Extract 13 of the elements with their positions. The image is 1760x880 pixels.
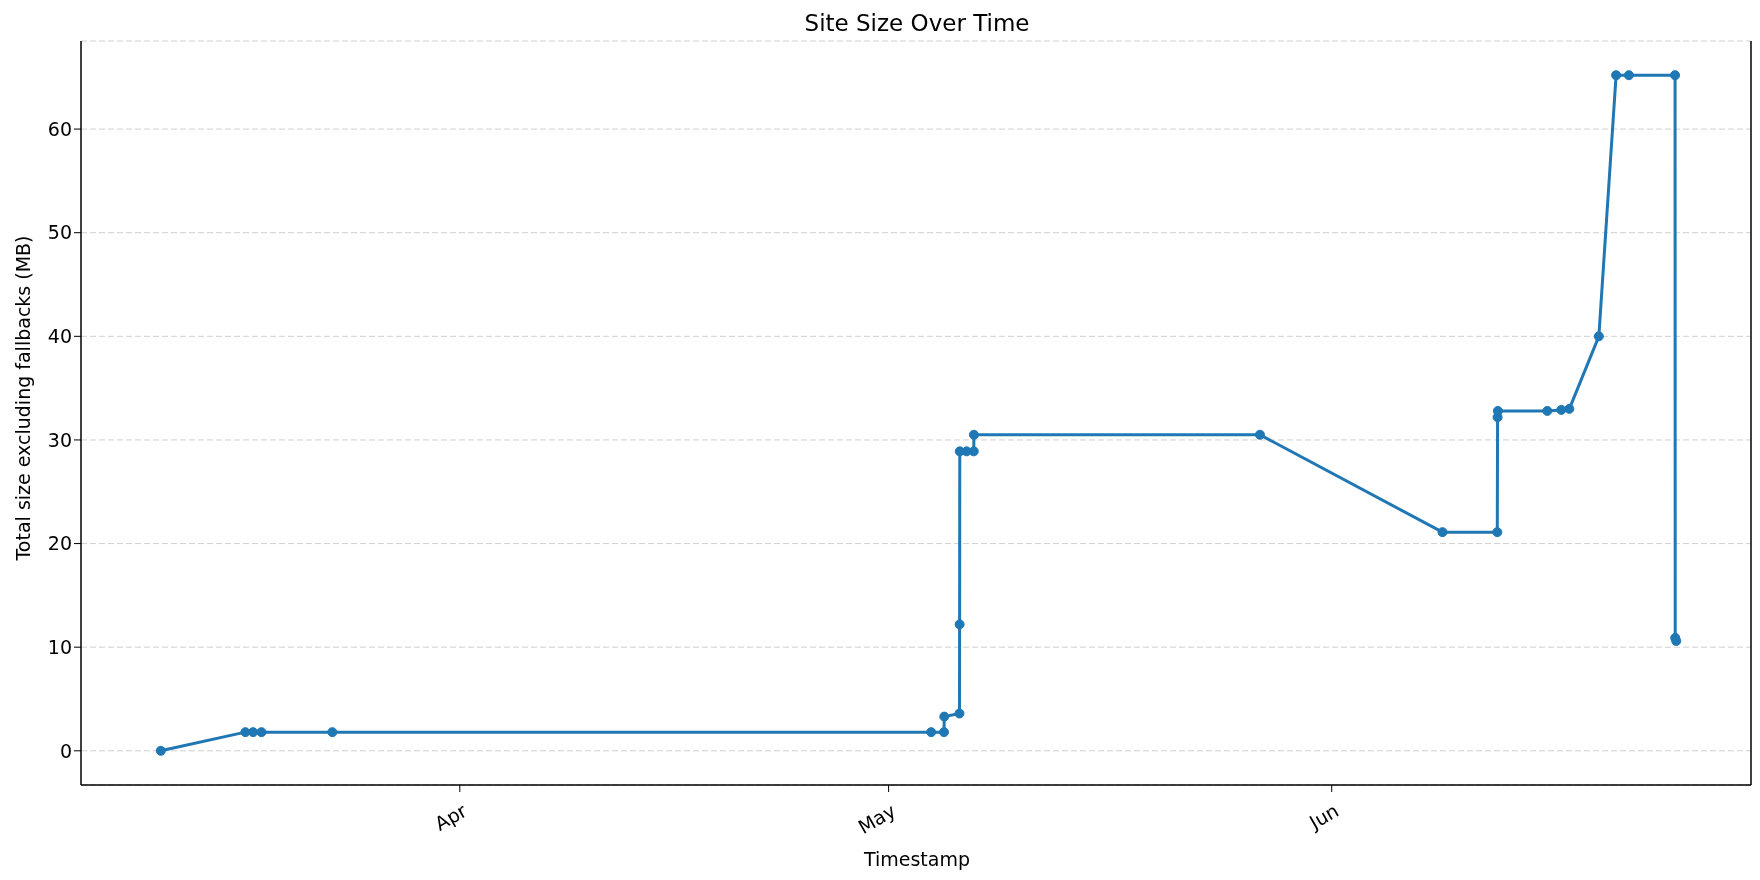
x-axis-title: Timestamp	[862, 848, 972, 870]
y-tick-label: 20	[47, 532, 72, 555]
y-axis-title: Total size excluding fallbacks (MB)	[12, 235, 35, 561]
chart-title: Site Size Over Time	[803, 10, 1031, 36]
y-tick-label: 60	[47, 117, 72, 140]
y-tick-label: 40	[47, 325, 72, 348]
x-tick-label: May	[854, 799, 900, 838]
x-tick-label: Jun	[1304, 799, 1343, 834]
y-tick-label: 30	[47, 428, 72, 451]
x-tick-label: Apr	[430, 799, 471, 835]
y-tick-label: 0	[59, 739, 72, 762]
y-tick-label: 50	[47, 221, 72, 244]
y-tick-label: 10	[47, 635, 72, 658]
